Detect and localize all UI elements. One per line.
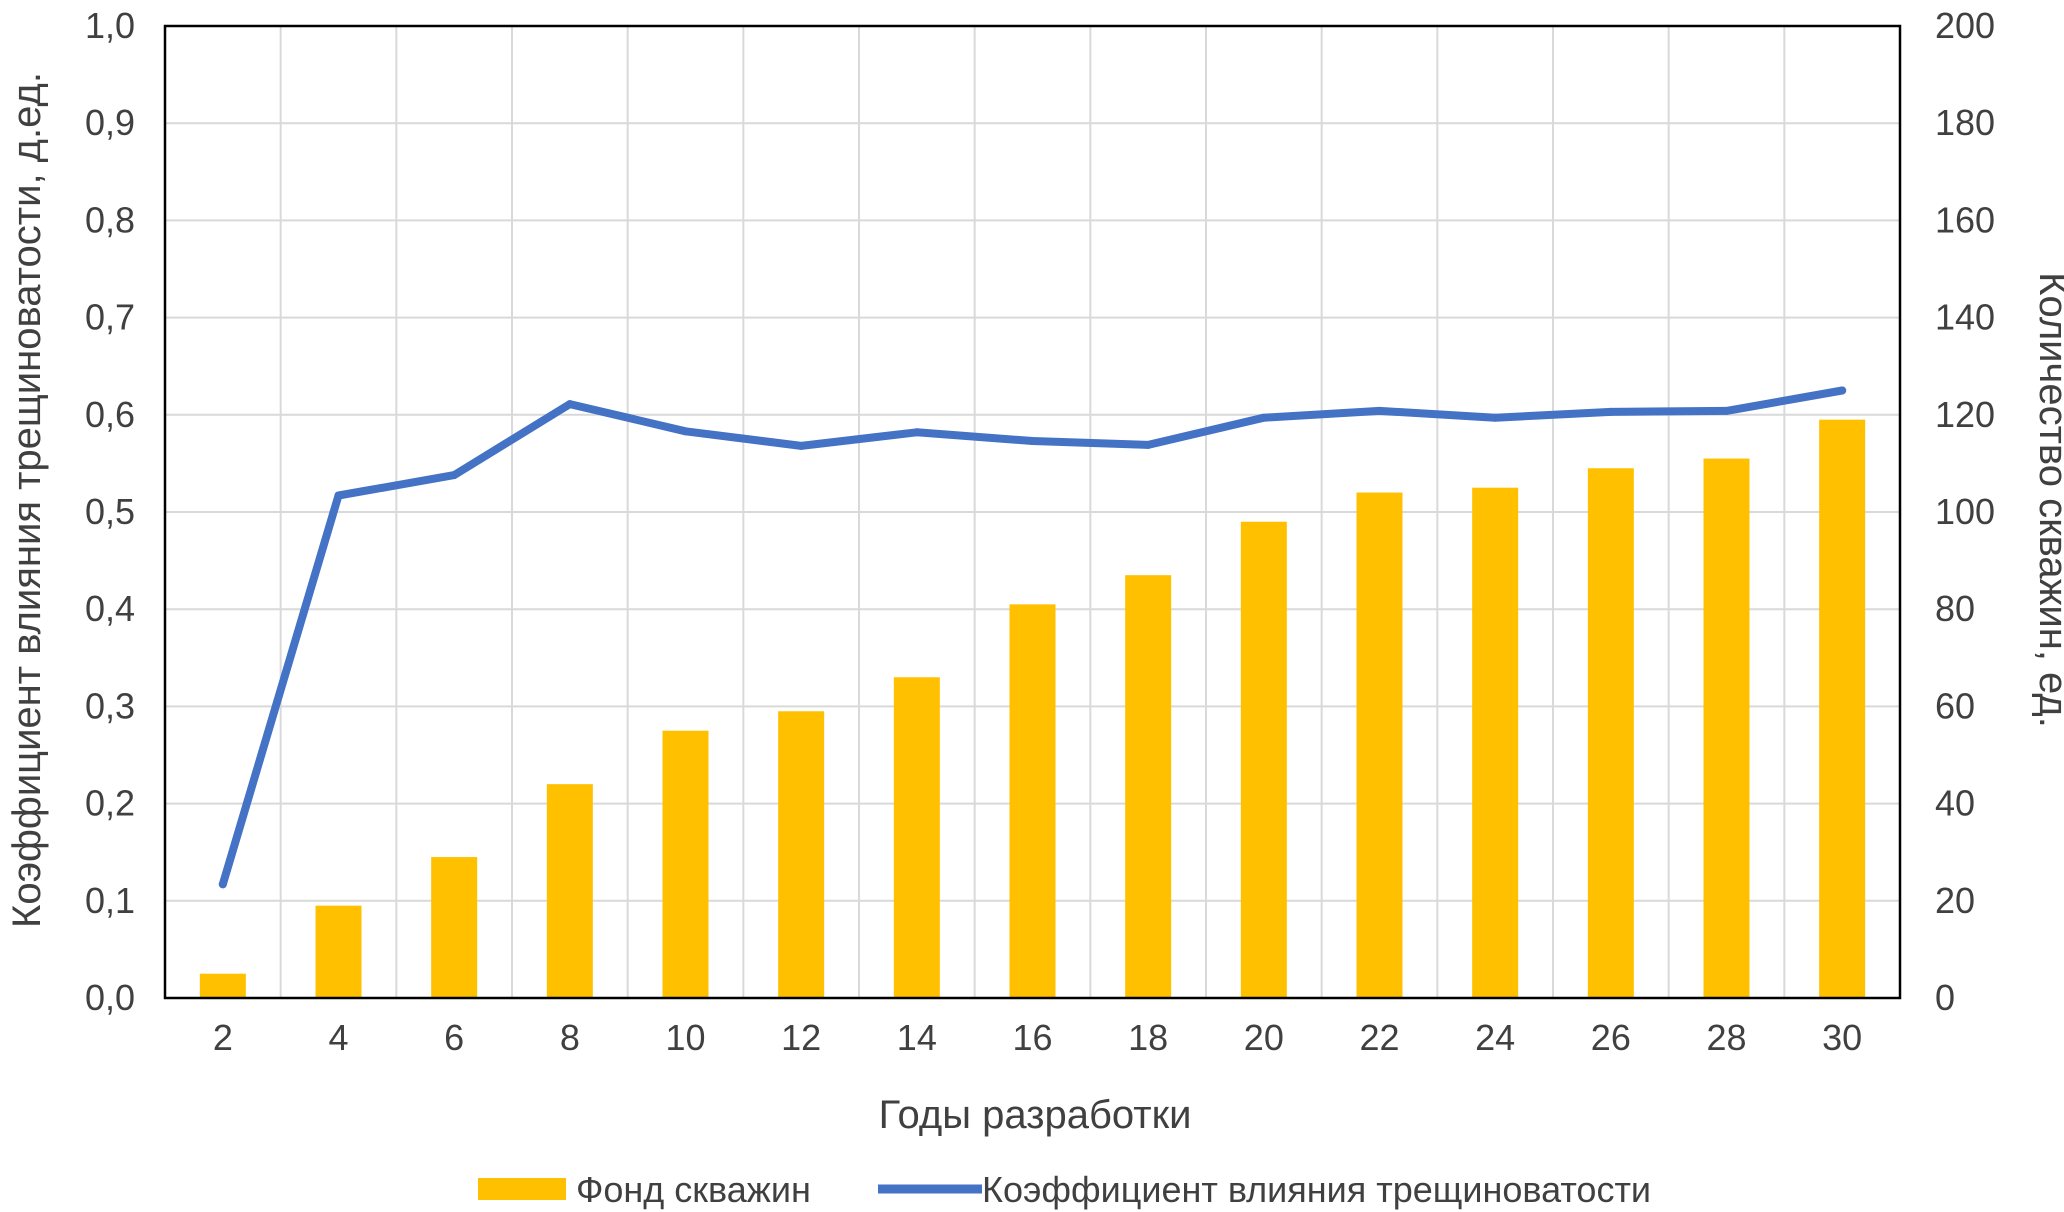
y-left-tick-label: 0,5 [85, 491, 135, 532]
x-tick-label: 24 [1475, 1017, 1515, 1058]
bar [1009, 604, 1056, 998]
bar [431, 857, 478, 998]
y-left-tick-label: 0,3 [85, 685, 135, 726]
x-tick-label: 26 [1591, 1017, 1631, 1058]
line-point [681, 427, 690, 436]
y-axis-right-title: Количество скважин, ед. [2031, 272, 2064, 728]
bar [315, 905, 362, 998]
bar [1587, 468, 1634, 998]
x-axis-title: Годы разработки [879, 1093, 1192, 1137]
x-tick-label: 16 [1012, 1017, 1052, 1058]
y-left-tick-label: 0,9 [85, 102, 135, 143]
bar [1356, 492, 1403, 998]
x-tick-label: 12 [781, 1017, 821, 1058]
line-point [1606, 407, 1615, 416]
bar [1240, 521, 1287, 998]
line-point [797, 441, 806, 450]
y-right-tick-label: 80 [1935, 588, 1975, 629]
y-left-tick-label: 0,0 [85, 977, 135, 1018]
line-point [450, 471, 459, 480]
line-point [334, 491, 343, 500]
bar [893, 677, 940, 998]
line-point [1838, 386, 1847, 395]
y-right-tick-label: 40 [1935, 783, 1975, 824]
bar [662, 730, 709, 998]
y-left-tick-label: 0,8 [85, 199, 135, 240]
x-tick-label: 22 [1359, 1017, 1399, 1058]
y-right-tick-label: 20 [1935, 880, 1975, 921]
y-right-tick-label: 120 [1935, 394, 1995, 435]
gridlines [165, 26, 1900, 998]
y-right-tick-label: 0 [1935, 977, 1955, 1018]
bar [546, 784, 593, 998]
y-right-tick-label: 160 [1935, 199, 1995, 240]
x-tick-label: 6 [444, 1017, 464, 1058]
y-left-tick-label: 0,7 [85, 297, 135, 338]
y-left-tick-label: 0,4 [85, 588, 135, 629]
legend-swatch-bar [478, 1178, 566, 1200]
y-right-tick-label: 100 [1935, 491, 1995, 532]
line-point [1375, 406, 1384, 415]
bar [1472, 487, 1519, 998]
y-left-tick-label: 1,0 [85, 5, 135, 46]
legend: Фонд скважин Коэффициент влияния трещино… [478, 1169, 1651, 1210]
line-series-fracture-coefficient [218, 386, 1847, 889]
x-tick-label: 4 [328, 1017, 348, 1058]
bar-series-well-count [199, 419, 1866, 998]
y-right-tick-label: 60 [1935, 685, 1975, 726]
y-right-tick-label: 140 [1935, 297, 1995, 338]
x-axis-ticks: 2 4 6 8 10 12 14 16 18 20 22 24 26 28 30 [213, 1017, 1862, 1058]
y-left-tick-label: 0,2 [85, 783, 135, 824]
legend-label-line: Коэффициент влияния трещиноватости [982, 1169, 1651, 1210]
x-tick-label: 8 [560, 1017, 580, 1058]
line-point [912, 428, 921, 437]
line-point [565, 400, 574, 409]
y-axis-left-ticks: 0,0 0,1 0,2 0,3 0,4 0,5 0,6 0,7 0,8 0,9 1,0 [85, 5, 135, 1018]
x-tick-label: 14 [897, 1017, 937, 1058]
line-point [1722, 406, 1731, 415]
bar [778, 711, 825, 998]
line-point [1491, 413, 1500, 422]
line-point [1144, 440, 1153, 449]
bar [1125, 575, 1172, 998]
x-tick-label: 18 [1128, 1017, 1168, 1058]
y-left-tick-label: 0,6 [85, 394, 135, 435]
y-axis-left-title: Коэффициент влияния трещиноватости, д.ед… [5, 72, 49, 928]
x-tick-label: 30 [1822, 1017, 1862, 1058]
bar [1703, 458, 1750, 998]
line-point [1028, 437, 1037, 446]
legend-label-bar: Фонд скважин [576, 1169, 811, 1210]
line-point [1259, 413, 1268, 422]
x-tick-label: 20 [1244, 1017, 1284, 1058]
x-tick-label: 10 [665, 1017, 705, 1058]
y-right-tick-label: 200 [1935, 5, 1995, 46]
y-left-tick-label: 0,1 [85, 880, 135, 921]
x-tick-label: 2 [213, 1017, 233, 1058]
x-tick-label: 28 [1706, 1017, 1746, 1058]
bar [1819, 419, 1866, 998]
bar [199, 973, 246, 998]
plot-area-frame [163, 24, 1902, 1000]
y-axis-right-ticks: 0 20 40 60 80 100 120 140 160 180 200 [1935, 5, 1995, 1018]
line-point [218, 880, 227, 889]
y-right-tick-label: 180 [1935, 102, 1995, 143]
